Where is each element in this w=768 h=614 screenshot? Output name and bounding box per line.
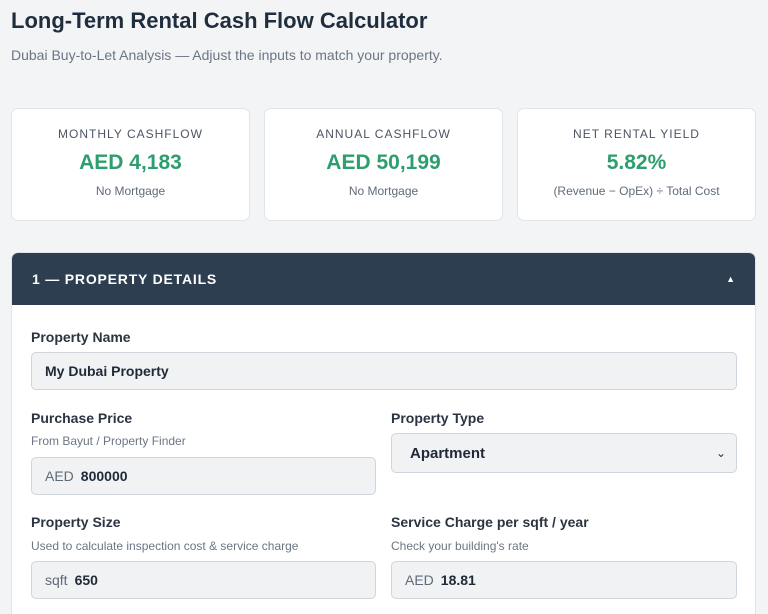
page-title: Long-Term Rental Cash Flow Calculator [11, 8, 428, 33]
stat-note: No Mortgage [95, 184, 166, 198]
chevron-down-icon: ⌄ [715, 446, 726, 460]
monthly-cashflow-card: MONTHLY CASHFLOW AED 4,183 No Mortgage [11, 108, 250, 221]
stat-value: 5.82% [606, 151, 667, 174]
section-title: 1 — PROPERTY DETAILS [32, 271, 218, 287]
chevron-up-icon[interactable]: ▲ [726, 274, 735, 284]
property-type-value: Apartment [410, 444, 486, 462]
stat-value: AED 50,199 [326, 151, 441, 174]
stat-note: (Revenue − OpEx) ÷ Total Cost [553, 184, 720, 198]
page-subtitle: Dubai Buy-to-Let Analysis — Adjust the i… [11, 47, 443, 63]
property-name-input[interactable]: My Dubai Property [31, 352, 737, 390]
property-type-label: Property Type [391, 410, 485, 426]
property-details-section: 1 — PROPERTY DETAILS ▲ Property Name My … [11, 252, 756, 614]
service-charge-label: Service Charge per sqft / year [391, 514, 589, 530]
annual-cashflow-card: ANNUAL CASHFLOW AED 50,199 No Mortgage [264, 108, 503, 221]
purchase-price-hint: From Bayut / Property Finder [31, 434, 186, 448]
stat-value: AED 4,183 [79, 151, 182, 174]
purchase-price-input[interactable]: AED 800000 [31, 457, 376, 495]
property-size-value: 650 [74, 572, 98, 588]
unit-prefix: sqft [45, 572, 68, 588]
service-charge-value: 18.81 [440, 572, 476, 588]
service-charge-input[interactable]: AED 18.81 [391, 561, 737, 599]
stat-label: MONTHLY CASHFLOW [58, 127, 203, 141]
property-details-header[interactable]: 1 — PROPERTY DETAILS ▲ [12, 253, 755, 305]
property-name-value: My Dubai Property [45, 363, 169, 379]
stat-note: No Mortgage [348, 184, 419, 198]
property-name-label: Property Name [31, 329, 131, 345]
purchase-price-label: Purchase Price [31, 410, 133, 426]
stat-label: NET RENTAL YIELD [573, 127, 700, 141]
stat-label: ANNUAL CASHFLOW [316, 127, 451, 141]
property-size-hint: Used to calculate inspection cost & serv… [31, 539, 299, 553]
currency-prefix: AED [45, 468, 74, 484]
service-charge-hint: Check your building's rate [391, 539, 529, 553]
purchase-price-value: 800000 [80, 468, 128, 484]
property-size-input[interactable]: sqft 650 [31, 561, 376, 599]
property-size-label: Property Size [31, 514, 121, 530]
net-rental-yield-card: NET RENTAL YIELD 5.82% (Revenue − OpEx) … [517, 108, 756, 221]
currency-prefix: AED [405, 572, 434, 588]
property-type-select[interactable]: Apartment ⌄ [391, 433, 737, 473]
